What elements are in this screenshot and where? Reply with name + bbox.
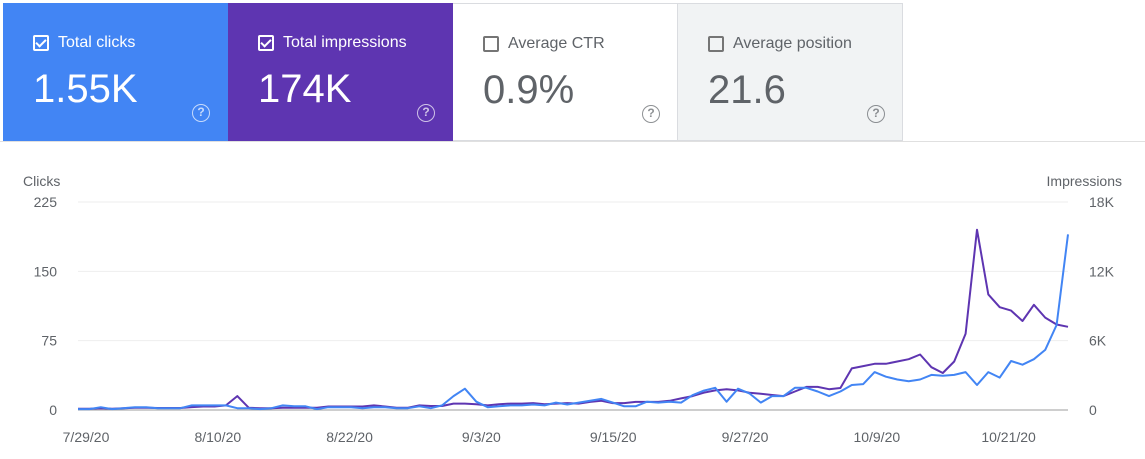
total-impressions-label: Total impressions	[283, 34, 407, 51]
total-clicks-value: 1.55K	[33, 67, 138, 111]
average-position-checkbox[interactable]	[708, 36, 724, 52]
left-tick-label: 225	[34, 194, 58, 210]
clicks-series-line	[78, 234, 1069, 411]
total-impressions-checkbox[interactable]	[258, 35, 274, 51]
total-clicks-label: Total clicks	[58, 34, 136, 51]
x-tick-label: 8/22/20	[326, 429, 373, 445]
help-icon[interactable]: ?	[417, 104, 435, 122]
average-position-card[interactable]: Average position 21.6 ?	[678, 3, 903, 141]
x-tick-label: 9/27/20	[722, 429, 769, 445]
left-tick-label: 75	[41, 333, 57, 349]
left-axis-title: Clicks	[23, 173, 60, 189]
right-tick-label: 12K	[1089, 263, 1115, 279]
x-tick-label: 10/21/20	[981, 429, 1036, 445]
left-tick-label: 150	[34, 263, 58, 279]
right-axis-title: Impressions	[1047, 173, 1122, 189]
left-tick-label: 0	[49, 402, 57, 418]
average-position-label: Average position	[733, 35, 852, 52]
performance-chart-area: Clicks Impressions 0 0 75 6K 150 12K 225 18K 7/2…	[0, 141, 1145, 455]
total-impressions-value: 174K	[258, 67, 352, 111]
average-position-value: 21.6	[708, 68, 786, 112]
right-tick-label: 6K	[1089, 333, 1107, 349]
x-tick-label: 10/9/20	[853, 429, 900, 445]
right-tick-label: 18K	[1089, 194, 1115, 210]
total-clicks-card[interactable]: Total clicks 1.55K ?	[3, 3, 228, 141]
x-tick-label: 9/3/20	[462, 429, 501, 445]
help-icon[interactable]: ?	[192, 104, 210, 122]
right-tick-label: 0	[1089, 402, 1097, 418]
total-impressions-card[interactable]: Total impressions 174K ?	[228, 3, 453, 141]
performance-chart: Clicks Impressions 0 0 75 6K 150 12K 225 18K 7/2…	[23, 173, 1122, 445]
x-tick-label: 9/15/20	[590, 429, 637, 445]
help-icon[interactable]: ?	[867, 105, 885, 123]
average-ctr-checkbox[interactable]	[483, 36, 499, 52]
help-icon[interactable]: ?	[642, 105, 660, 123]
x-tick-label: 7/29/20	[63, 429, 110, 445]
average-ctr-card[interactable]: Average CTR 0.9% ?	[453, 3, 678, 141]
average-ctr-label: Average CTR	[508, 35, 605, 52]
average-ctr-value: 0.9%	[483, 68, 575, 112]
metric-cards: Total clicks 1.55K ? Total impressions 1…	[3, 3, 903, 141]
total-clicks-checkbox[interactable]	[33, 35, 49, 51]
x-tick-label: 8/10/20	[194, 429, 241, 445]
impressions-series-line	[78, 228, 1069, 410]
